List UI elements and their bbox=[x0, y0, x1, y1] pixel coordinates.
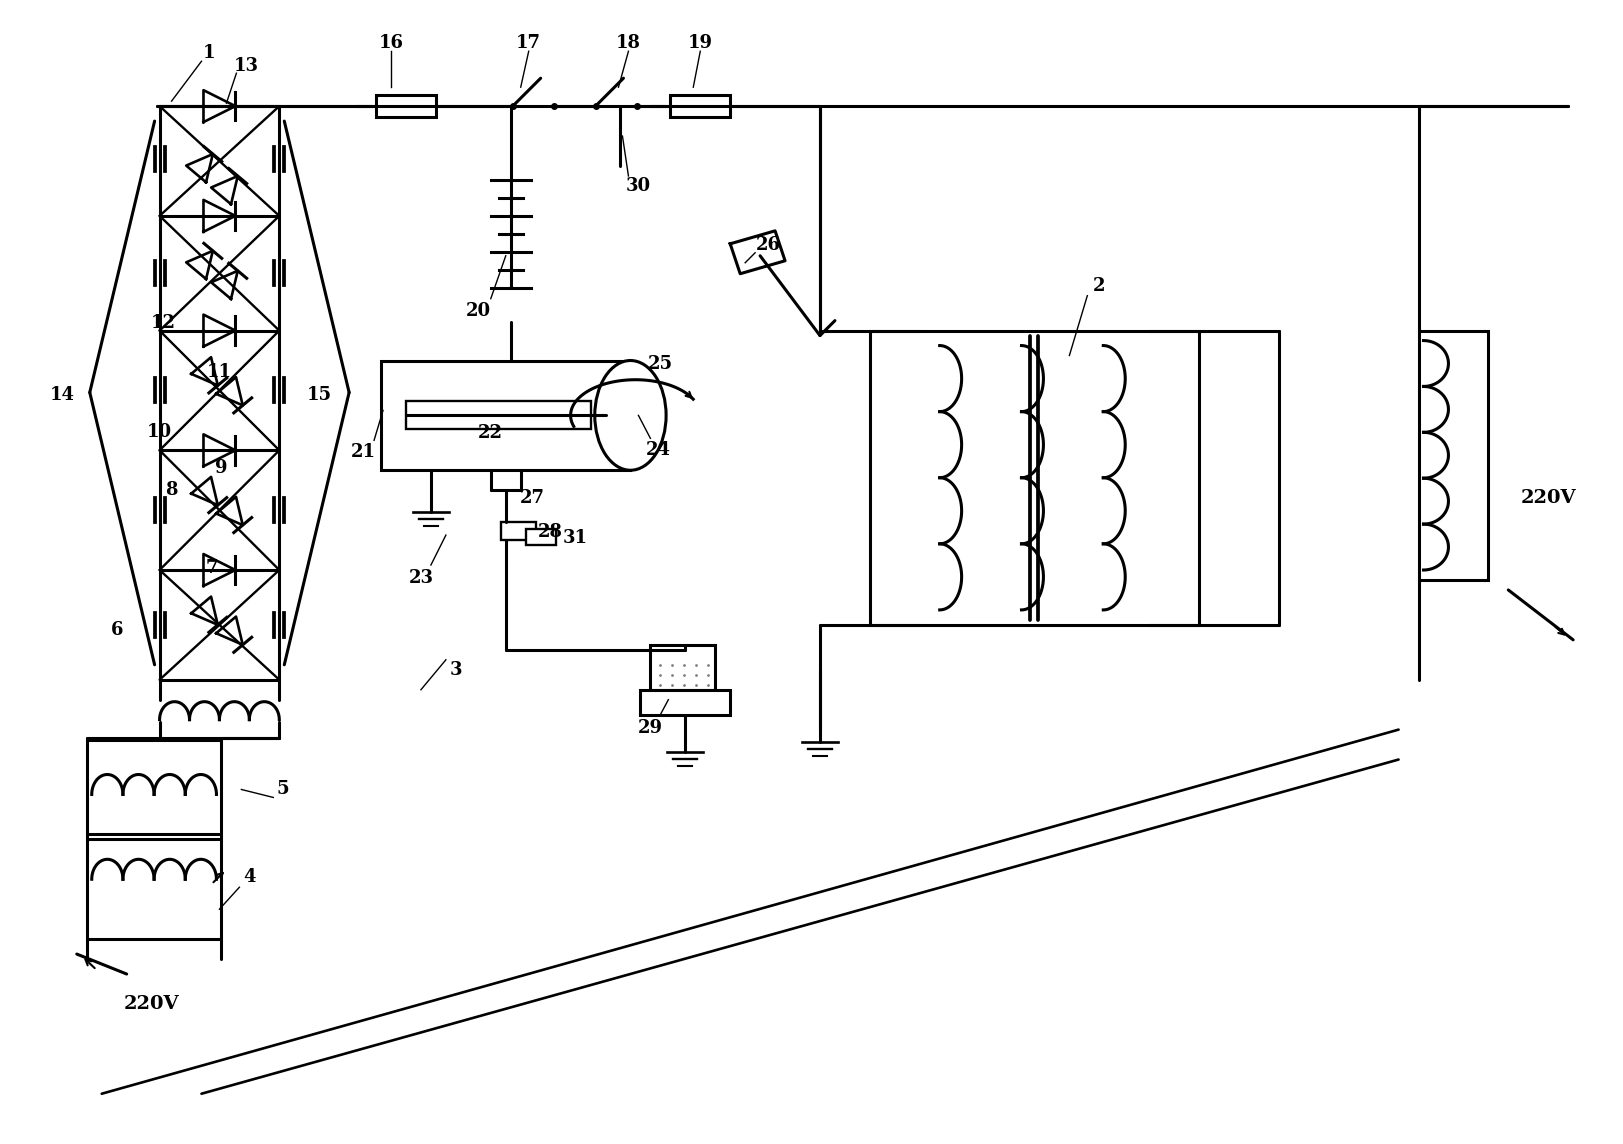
Text: 9: 9 bbox=[216, 459, 227, 477]
Bar bbox=[500, 522, 536, 540]
Text: 2: 2 bbox=[1092, 277, 1105, 295]
Text: 20: 20 bbox=[466, 302, 492, 319]
Ellipse shape bbox=[594, 360, 665, 470]
Text: 7: 7 bbox=[204, 559, 217, 577]
Text: 3: 3 bbox=[450, 661, 463, 678]
Text: 4: 4 bbox=[243, 868, 255, 887]
Text: 10: 10 bbox=[148, 423, 172, 442]
Text: 5: 5 bbox=[278, 780, 289, 799]
Bar bbox=[639, 690, 730, 715]
Text: 22: 22 bbox=[479, 424, 503, 443]
Text: 18: 18 bbox=[615, 34, 641, 53]
Bar bbox=[649, 645, 714, 690]
Text: 16: 16 bbox=[378, 34, 403, 53]
Text: 19: 19 bbox=[688, 34, 712, 53]
Text: 8: 8 bbox=[166, 482, 177, 499]
Text: 220V: 220V bbox=[1519, 490, 1574, 507]
Bar bbox=[526, 530, 555, 545]
Bar bbox=[1417, 331, 1487, 580]
Text: 26: 26 bbox=[755, 236, 781, 254]
Text: 220V: 220V bbox=[123, 995, 179, 1012]
Text: 29: 29 bbox=[638, 718, 662, 737]
Text: 21: 21 bbox=[351, 443, 375, 461]
Bar bbox=[377, 95, 435, 117]
Bar bbox=[381, 360, 630, 470]
Bar bbox=[406, 402, 591, 429]
Text: 23: 23 bbox=[409, 569, 433, 587]
Text: 30: 30 bbox=[625, 177, 651, 194]
Text: 1: 1 bbox=[203, 45, 216, 62]
Text: 6: 6 bbox=[110, 621, 123, 638]
Text: 15: 15 bbox=[307, 387, 331, 405]
Text: 31: 31 bbox=[563, 529, 588, 547]
Text: 25: 25 bbox=[648, 355, 672, 373]
Text: 28: 28 bbox=[537, 523, 563, 541]
Text: 13: 13 bbox=[234, 57, 258, 76]
Text: 11: 11 bbox=[206, 364, 232, 381]
Text: 12: 12 bbox=[151, 313, 175, 332]
Text: 17: 17 bbox=[516, 34, 540, 53]
Bar bbox=[870, 331, 1198, 625]
Bar bbox=[670, 95, 730, 117]
Polygon shape bbox=[730, 231, 784, 273]
Text: 27: 27 bbox=[519, 490, 545, 507]
Text: 14: 14 bbox=[49, 387, 75, 405]
Text: 24: 24 bbox=[646, 442, 670, 459]
